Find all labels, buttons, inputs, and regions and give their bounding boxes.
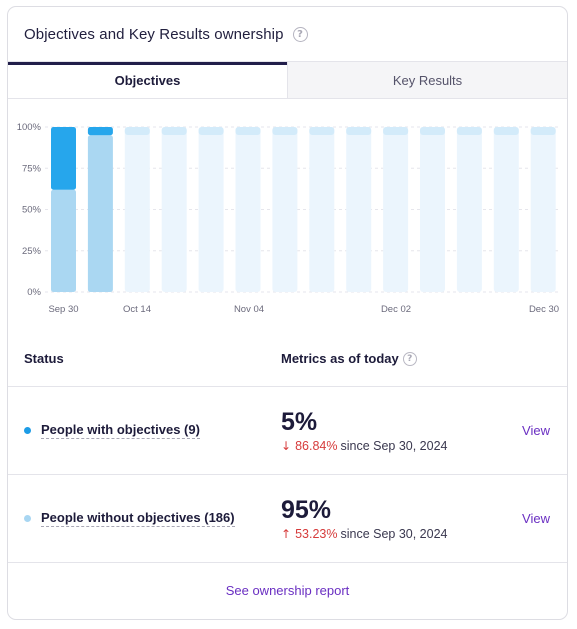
empty-bar-cap	[309, 127, 335, 135]
metrics-column-header: Metrics as of today ?	[281, 351, 417, 366]
metric-with-objectives: 5% ↓ 86.84% since Sep 30, 2024	[281, 408, 448, 453]
metric-value: 5%	[281, 408, 318, 436]
status-row-without-objectives: People without objectives (186) 95% ↑ 53…	[8, 475, 567, 563]
change-since: since Sep 30, 2024	[340, 439, 448, 453]
help-icon[interactable]: ?	[292, 26, 308, 42]
empty-bar	[346, 127, 372, 292]
empty-bar-cap	[420, 127, 445, 135]
status-dot	[24, 515, 31, 522]
card-header: Objectives and Key Results ownership ?	[8, 7, 567, 61]
empty-bar-cap	[346, 127, 372, 135]
metrics-header-label: Metrics as of today	[281, 351, 399, 366]
metric-without-objectives: 95% ↑ 53.23% since Sep 30, 2024	[281, 496, 448, 541]
ownership-chart: 100% 75% 50% 25% 0% Sep 30 Oct 14 Nov 04 Dec 02 D…	[8, 99, 567, 331]
metrics-help-icon[interactable]: ?	[402, 351, 417, 366]
y-tick-label: 25%	[22, 246, 42, 257]
y-tick-label: 100%	[17, 122, 42, 133]
empty-bar-cap	[124, 127, 150, 135]
empty-bar	[235, 127, 261, 292]
x-tick-label: Sep 30	[48, 304, 78, 315]
y-tick-label: 50%	[22, 205, 42, 216]
change-since: since Sep 30, 2024	[340, 527, 448, 541]
x-tick-label: Dec 02	[381, 304, 411, 315]
empty-bar-cap	[272, 127, 298, 135]
empty-bar	[198, 127, 224, 292]
empty-bar	[420, 127, 445, 292]
card-title: Objectives and Key Results ownership	[24, 25, 284, 43]
bar-segment-with-objectives	[87, 127, 113, 136]
change-percent: 53.23%	[295, 527, 338, 541]
people-without-objectives-label[interactable]: People without objectives (186)	[41, 510, 235, 527]
status-table-header: Status Metrics as of today ?	[8, 331, 567, 387]
status-column-header: Status	[24, 351, 64, 366]
empty-bar	[493, 127, 519, 292]
metric-value: 95%	[281, 496, 332, 524]
x-tick-label: Nov 04	[234, 304, 264, 315]
change-percent: 86.84%	[295, 439, 338, 453]
empty-bar-cap	[161, 127, 187, 135]
empty-bar	[383, 127, 409, 292]
tab-bar: Objectives Key Results	[8, 61, 567, 99]
status-dot	[24, 427, 31, 434]
arrow-up-icon: ↑	[281, 527, 292, 541]
card-footer: See ownership report	[8, 563, 567, 617]
tab-objectives[interactable]: Objectives	[8, 62, 287, 98]
bar-segment-without-objectives	[87, 135, 113, 292]
empty-bar	[272, 127, 298, 292]
y-tick-label: 75%	[22, 163, 42, 174]
empty-bar-cap	[456, 127, 482, 135]
empty-bar	[456, 127, 482, 292]
see-ownership-report-link[interactable]: See ownership report	[225, 582, 350, 598]
empty-bar-cap	[198, 127, 224, 135]
chart-svg: 100% 75% 50% 25% 0% Sep 30 Oct 14 Nov 04 Dec 02 D…	[17, 122, 559, 315]
arrow-down-icon: ↓	[281, 439, 292, 453]
empty-bar	[161, 127, 187, 292]
tab-key-results[interactable]: Key Results	[287, 62, 567, 98]
bar-segment-with-objectives	[51, 127, 76, 190]
empty-bar-cap	[235, 127, 261, 135]
y-tick-label: 0%	[27, 287, 41, 298]
view-without-objectives-link[interactable]: View	[522, 511, 550, 526]
bar-segment-without-objectives	[51, 189, 76, 292]
people-with-objectives-label[interactable]: People with objectives (9)	[41, 422, 200, 439]
status-row-with-objectives: People with objectives (9) 5% ↓ 86.84% s…	[8, 387, 567, 475]
view-with-objectives-link[interactable]: View	[522, 423, 550, 438]
empty-bar	[309, 127, 335, 292]
okr-ownership-card: Objectives and Key Results ownership ? O…	[7, 6, 568, 620]
empty-bar-cap	[530, 127, 556, 135]
x-tick-label: Oct 14	[123, 304, 151, 315]
empty-bar	[530, 127, 556, 292]
metric-change: ↓ 86.84% since Sep 30, 2024	[281, 439, 448, 453]
empty-bar	[124, 127, 150, 292]
empty-bar-cap	[493, 127, 519, 135]
metric-change: ↑ 53.23% since Sep 30, 2024	[281, 527, 448, 541]
empty-bar-cap	[383, 127, 409, 135]
x-tick-label: Dec 30	[529, 304, 559, 315]
